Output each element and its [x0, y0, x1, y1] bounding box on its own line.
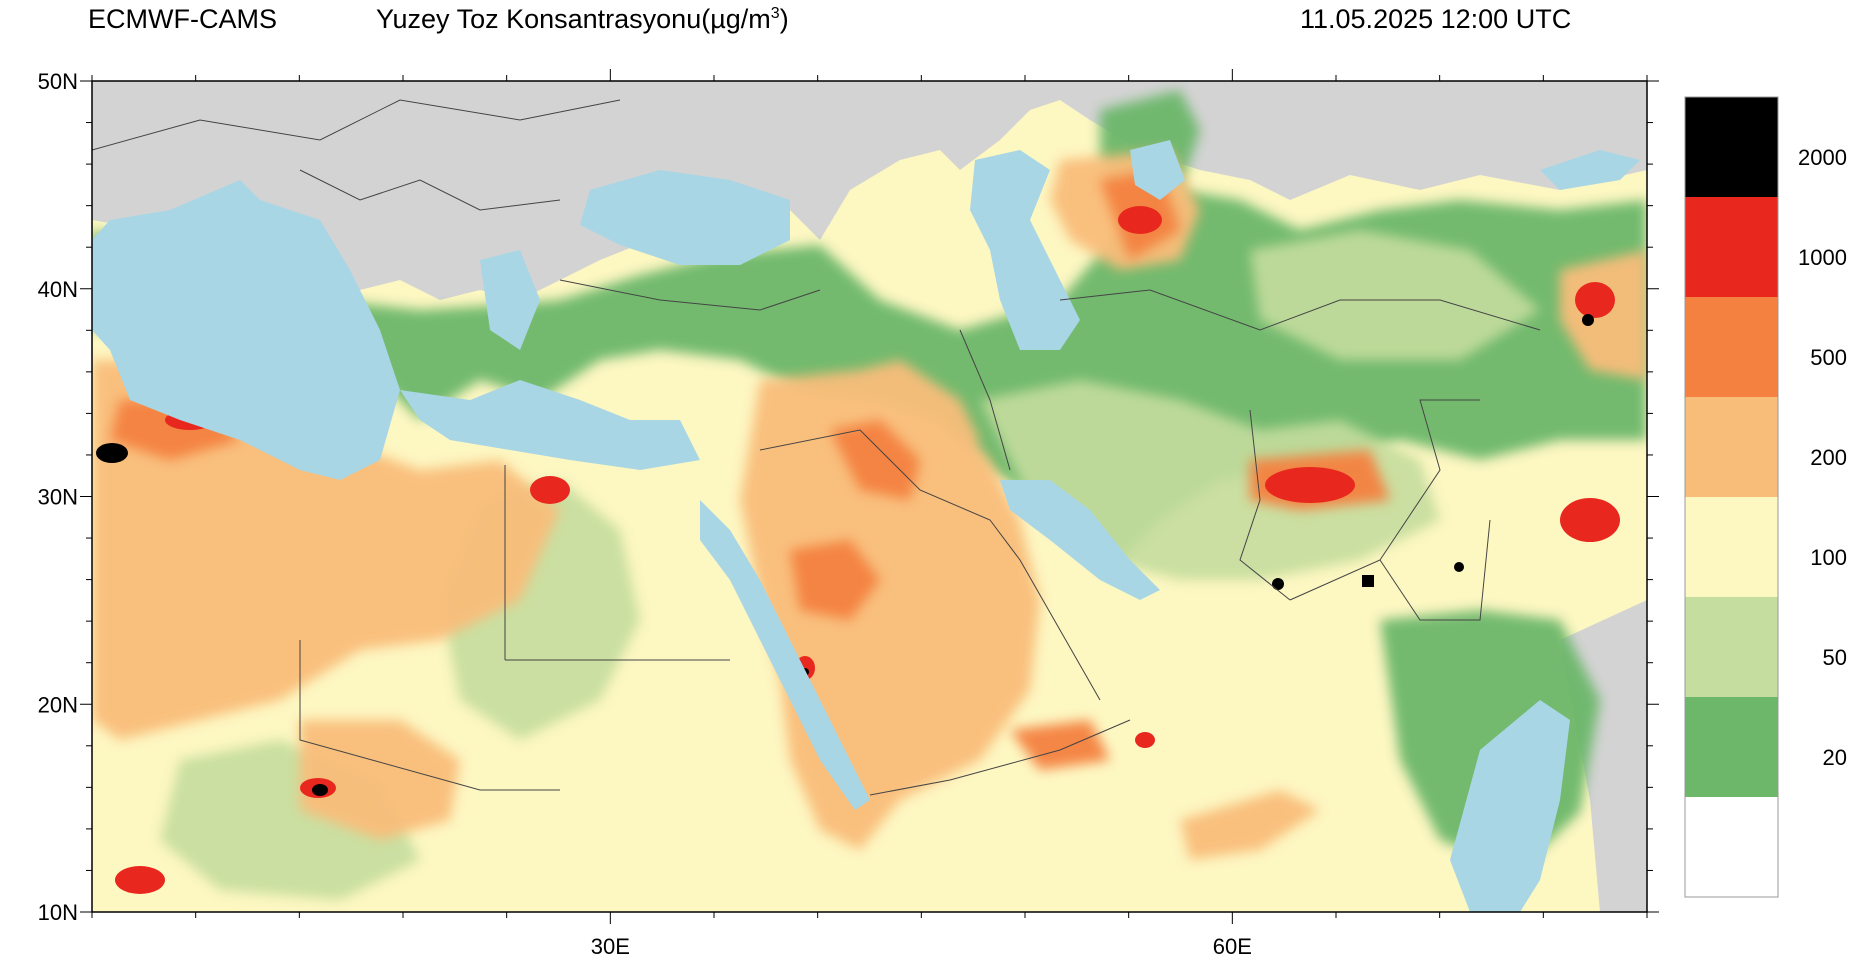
black-hotspot-chad [312, 784, 328, 796]
border-iran-iraq [959, 329, 1011, 471]
colorbar-label: 50 [1823, 645, 1847, 670]
red-hotspot-sahel [115, 866, 165, 894]
borders [92, 99, 1541, 796]
title-end: ) [779, 4, 789, 34]
border-central-asia [1059, 289, 1541, 331]
orange-zone-iraq [820, 360, 980, 470]
colorbar-label: 100 [1810, 545, 1847, 570]
map-area [92, 81, 1647, 912]
colorbar-border [1684, 96, 1779, 898]
red-hotspot-tarim [1575, 282, 1615, 318]
border-saudi-yemen [869, 719, 1131, 796]
border-pak-india [1379, 519, 1491, 621]
orange-zone-chad [300, 720, 460, 840]
colorbar-label: 500 [1810, 345, 1847, 370]
latitude-axis: 50N 40N 30N 20N 10N [38, 69, 1659, 925]
colorbar-swatch [1685, 297, 1778, 397]
lat-label: 10N [38, 900, 78, 925]
title-main: Yuzey Toz Konsantrasyonu( [376, 4, 711, 34]
mediterranean-sea [92, 180, 700, 480]
title-unit: µg/m [710, 4, 771, 34]
map-title: Yuzey Toz Konsantrasyonu(µg/m3) [376, 4, 789, 35]
red-hotspot-libya [530, 476, 570, 504]
datetime-label: 11.05.2025 12:00 UTC [1300, 4, 1572, 34]
colorbar-label: 1000 [1798, 245, 1847, 270]
black-hotspot-thar [1454, 562, 1464, 572]
orange-zone-arabiansea [1180, 790, 1320, 860]
darkorange-zone-iraq [830, 420, 920, 500]
lon-label: 60E [1213, 934, 1252, 959]
darkorange-zone-oman [1010, 720, 1110, 770]
red-sea [700, 500, 870, 810]
colorbar-swatch [1685, 597, 1778, 697]
lake-balkhash [1540, 150, 1640, 190]
lat-label: 30N [38, 485, 78, 510]
lon-label: 30E [591, 934, 630, 959]
border-afghan-pak [1289, 399, 1480, 601]
colorbar-swatch [1685, 197, 1778, 297]
black-hotspot-algeria [96, 443, 128, 463]
source-label: ECMWF-CAMS [88, 4, 277, 34]
lightgreen-zone-kazakh [1250, 230, 1540, 360]
colorbar-swatch [1685, 797, 1778, 897]
border-saudi-north [759, 429, 1101, 701]
black-hotspot-pakistan [1362, 575, 1374, 587]
longitude-axis: 30E 60E [91, 69, 1648, 959]
masked-land-north [92, 81, 1647, 300]
arabian-sea [1450, 700, 1570, 912]
darkorange-zone-najd [790, 540, 880, 620]
caspian-sea [970, 150, 1080, 350]
orange-zone-sahara [92, 360, 560, 740]
black-hotspot-tarim [1582, 314, 1594, 326]
persian-gulf [1000, 480, 1160, 600]
colorbar-label: 200 [1810, 445, 1847, 470]
black-sea [580, 170, 790, 265]
border-sahara [299, 640, 560, 791]
title-unit-sup: 3 [770, 5, 780, 22]
red-hotspot-aral [1118, 206, 1162, 234]
colorbar-swatch [1685, 697, 1778, 797]
colorbar-swatch [1685, 97, 1778, 197]
colorbar-legend: 2000 1000 500 200 100 50 20 [1684, 96, 1847, 898]
border-iran-afghan [1239, 409, 1291, 601]
lat-label: 40N [38, 277, 78, 302]
colorbar-swatch [1685, 397, 1778, 497]
border-europe-1 [92, 99, 621, 151]
colorbar-label: 2000 [1798, 145, 1847, 170]
colorbar-swatch [1685, 497, 1778, 597]
water-bodies [92, 140, 1640, 912]
red-hotspot-afghan [1265, 467, 1355, 503]
border-europe-2 [299, 169, 561, 211]
colorbar-label: 20 [1823, 745, 1847, 770]
lat-label: 20N [38, 692, 78, 717]
lat-label: 50N [38, 69, 78, 94]
red-hotspot-taklamakan [1560, 498, 1620, 542]
border-turkey [559, 279, 821, 311]
aral-sea [1130, 140, 1185, 200]
black-hotspots [96, 314, 1594, 796]
red-hotspot-oman [1135, 732, 1155, 748]
black-hotspot-iran-east [1272, 578, 1284, 590]
